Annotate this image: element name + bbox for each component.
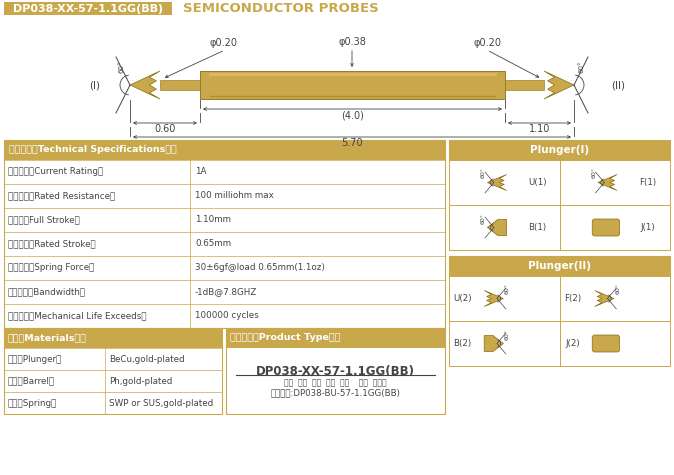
FancyBboxPatch shape xyxy=(505,80,544,90)
Text: φ0.20: φ0.20 xyxy=(210,38,238,48)
Text: 0.65mm: 0.65mm xyxy=(195,239,231,248)
FancyBboxPatch shape xyxy=(160,80,200,90)
FancyBboxPatch shape xyxy=(559,205,670,250)
Text: (II): (II) xyxy=(611,80,625,90)
Text: 100 milliohm max: 100 milliohm max xyxy=(195,191,274,200)
Text: 60°: 60° xyxy=(591,168,596,179)
Text: 30±6gf@load 0.65mm(1.1oz): 30±6gf@load 0.65mm(1.1oz) xyxy=(195,264,325,273)
Text: 弹簧（Spring）: 弹簧（Spring） xyxy=(8,399,57,408)
FancyBboxPatch shape xyxy=(559,321,670,366)
Text: 额定弹力（Spring Force）: 额定弹力（Spring Force） xyxy=(8,264,94,273)
Text: 材质（Materials）：: 材质（Materials）： xyxy=(8,333,87,342)
Text: 60°: 60° xyxy=(481,168,486,179)
Text: 频率带宽（Bandwidth）: 频率带宽（Bandwidth） xyxy=(8,287,86,296)
FancyBboxPatch shape xyxy=(592,219,619,236)
FancyBboxPatch shape xyxy=(226,328,445,348)
Text: DP038-XX-57-1.1GG(BB): DP038-XX-57-1.1GG(BB) xyxy=(13,3,163,13)
Text: 0.60: 0.60 xyxy=(154,124,176,134)
FancyBboxPatch shape xyxy=(449,205,559,250)
FancyBboxPatch shape xyxy=(4,328,222,414)
Text: 满行程（Full Stroke）: 满行程（Full Stroke） xyxy=(8,216,80,225)
Text: 5.70: 5.70 xyxy=(341,138,363,148)
Text: 60°: 60° xyxy=(505,329,510,340)
FancyBboxPatch shape xyxy=(559,276,670,321)
Polygon shape xyxy=(487,219,507,236)
Text: 额定行程（Rated Stroke）: 额定行程（Rated Stroke） xyxy=(8,239,96,248)
Text: B(1): B(1) xyxy=(528,223,547,232)
Text: B(2): B(2) xyxy=(453,339,471,348)
FancyBboxPatch shape xyxy=(4,2,172,15)
Text: 额定电流（Current Rating）: 额定电流（Current Rating） xyxy=(8,168,103,177)
FancyBboxPatch shape xyxy=(449,160,559,205)
Text: (I): (I) xyxy=(90,80,100,90)
Text: F(2): F(2) xyxy=(564,294,581,303)
Text: 1.10mm: 1.10mm xyxy=(195,216,231,225)
Text: 100000 cycles: 100000 cycles xyxy=(195,312,259,321)
Text: SWP or SUS,gold-plated: SWP or SUS,gold-plated xyxy=(109,399,213,408)
FancyBboxPatch shape xyxy=(226,328,445,414)
Polygon shape xyxy=(484,291,503,306)
Text: 60°: 60° xyxy=(505,284,510,294)
Text: Ph,gold-plated: Ph,gold-plated xyxy=(109,377,173,386)
FancyBboxPatch shape xyxy=(559,160,670,205)
Text: J(1): J(1) xyxy=(640,223,655,232)
FancyBboxPatch shape xyxy=(200,71,505,99)
Text: Plunger(II): Plunger(II) xyxy=(528,261,591,271)
Text: φ0.38: φ0.38 xyxy=(338,37,366,47)
Text: 成品型号（Product Type）：: 成品型号（Product Type）： xyxy=(230,333,340,342)
Text: J(2): J(2) xyxy=(565,339,580,348)
FancyBboxPatch shape xyxy=(449,321,559,366)
Text: 1A: 1A xyxy=(195,168,206,177)
Polygon shape xyxy=(594,291,614,306)
Polygon shape xyxy=(487,174,507,190)
Text: 系列  规格  头型  总长  弹力    镀金  针头规: 系列 规格 头型 总长 弹力 镀金 针头规 xyxy=(284,379,387,388)
FancyBboxPatch shape xyxy=(449,276,559,321)
Text: BeCu,gold-plated: BeCu,gold-plated xyxy=(109,354,185,363)
Text: -1dB@7.8GHZ: -1dB@7.8GHZ xyxy=(195,287,257,296)
Text: 针管（Barrel）: 针管（Barrel） xyxy=(8,377,55,386)
Text: 额定电阻（Rated Resistance）: 额定电阻（Rated Resistance） xyxy=(8,191,115,200)
FancyBboxPatch shape xyxy=(592,335,619,352)
Text: 订购举例:DP038-BU-57-1.1GG(BB): 订购举例:DP038-BU-57-1.1GG(BB) xyxy=(270,389,400,398)
Text: (4.0): (4.0) xyxy=(341,110,364,120)
Text: 60°: 60° xyxy=(579,61,585,73)
FancyBboxPatch shape xyxy=(4,140,445,328)
Polygon shape xyxy=(484,335,503,352)
Polygon shape xyxy=(544,71,574,99)
Polygon shape xyxy=(130,71,160,99)
Text: 1.10: 1.10 xyxy=(529,124,550,134)
Text: 60°: 60° xyxy=(481,213,486,224)
Text: DP038-XX-57-1.1GG(BB): DP038-XX-57-1.1GG(BB) xyxy=(256,364,415,378)
Text: 60°: 60° xyxy=(615,284,621,294)
FancyBboxPatch shape xyxy=(4,328,222,348)
Text: 针头（Plunger）: 针头（Plunger） xyxy=(8,354,63,363)
Text: φ0.20: φ0.20 xyxy=(473,38,501,48)
Polygon shape xyxy=(598,174,617,190)
FancyBboxPatch shape xyxy=(449,140,670,160)
Text: Plunger(I): Plunger(I) xyxy=(530,145,589,155)
Text: 技术要求（Technical Specifications）：: 技术要求（Technical Specifications）： xyxy=(9,145,177,154)
Text: F(1): F(1) xyxy=(640,178,656,187)
FancyBboxPatch shape xyxy=(4,140,445,160)
Text: U(1): U(1) xyxy=(528,178,547,187)
FancyBboxPatch shape xyxy=(449,256,670,276)
Text: 测试寿命（Mechanical Life Exceeds）: 测试寿命（Mechanical Life Exceeds） xyxy=(8,312,147,321)
Text: 60°: 60° xyxy=(119,61,125,73)
Text: U(2): U(2) xyxy=(453,294,472,303)
Text: SEMICONDUCTOR PROBES: SEMICONDUCTOR PROBES xyxy=(183,2,379,15)
